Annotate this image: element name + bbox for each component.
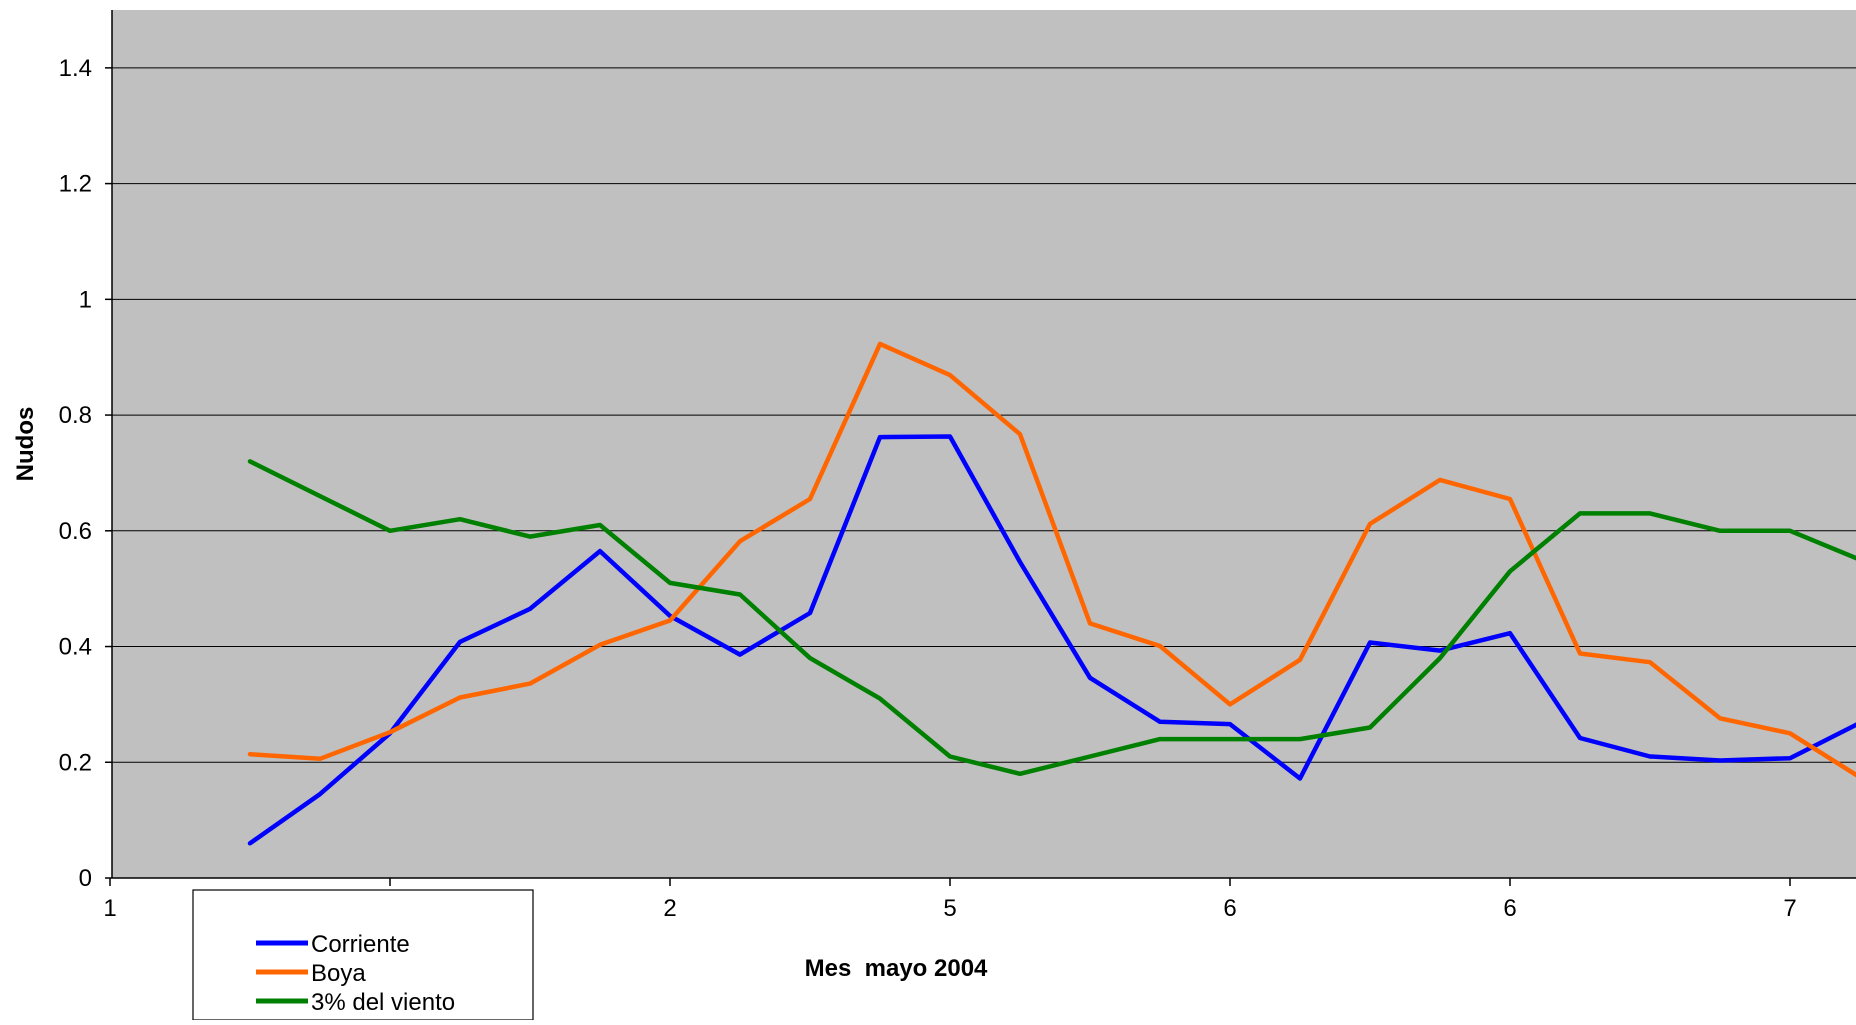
x-tick-label: 1 xyxy=(103,895,116,922)
x-tick-label: 2 xyxy=(663,895,676,922)
series-line-viento xyxy=(247,459,1856,777)
y-axis-label: Nudos xyxy=(12,407,39,482)
axes xyxy=(111,10,1856,879)
plot-area xyxy=(112,10,1856,878)
legend-box xyxy=(192,889,534,1021)
y-tick-label: 1 xyxy=(79,286,92,313)
x-tick-label: 6 xyxy=(1223,895,1236,922)
x-tick-label: 6 xyxy=(1503,895,1516,922)
legend-label-boya: Boya xyxy=(311,960,366,987)
y-tick-label: 1.2 xyxy=(59,171,92,198)
y-tick-label: 0.2 xyxy=(59,749,92,776)
y-tick-label: 0 xyxy=(79,865,92,892)
y-tick-label: 0.4 xyxy=(59,634,92,661)
x-tick-label: 7 xyxy=(1783,895,1796,922)
legend-label-corriente: Corriente xyxy=(311,931,410,958)
y-tick-labels: 0 0.2 0.4 0.6 0.8 1 1.2 1.4 xyxy=(59,55,112,892)
y-tick-label: 0.8 xyxy=(59,402,92,429)
series-line-boya xyxy=(247,341,1856,778)
y-tick-label: 1.4 xyxy=(59,55,92,82)
x-tick-labels: 1125667 xyxy=(103,878,1797,922)
x-tick-label: 5 xyxy=(943,895,956,922)
legend: Corriente Boya 3% del viento xyxy=(192,889,534,1021)
legend-label-viento: 3% del viento xyxy=(311,989,455,1016)
series-lines xyxy=(247,341,1856,846)
series-line-corriente xyxy=(247,434,1856,846)
y-tick-label: 0.6 xyxy=(59,518,92,545)
x-axis-label: Mes mayo 2004 xyxy=(805,955,988,982)
